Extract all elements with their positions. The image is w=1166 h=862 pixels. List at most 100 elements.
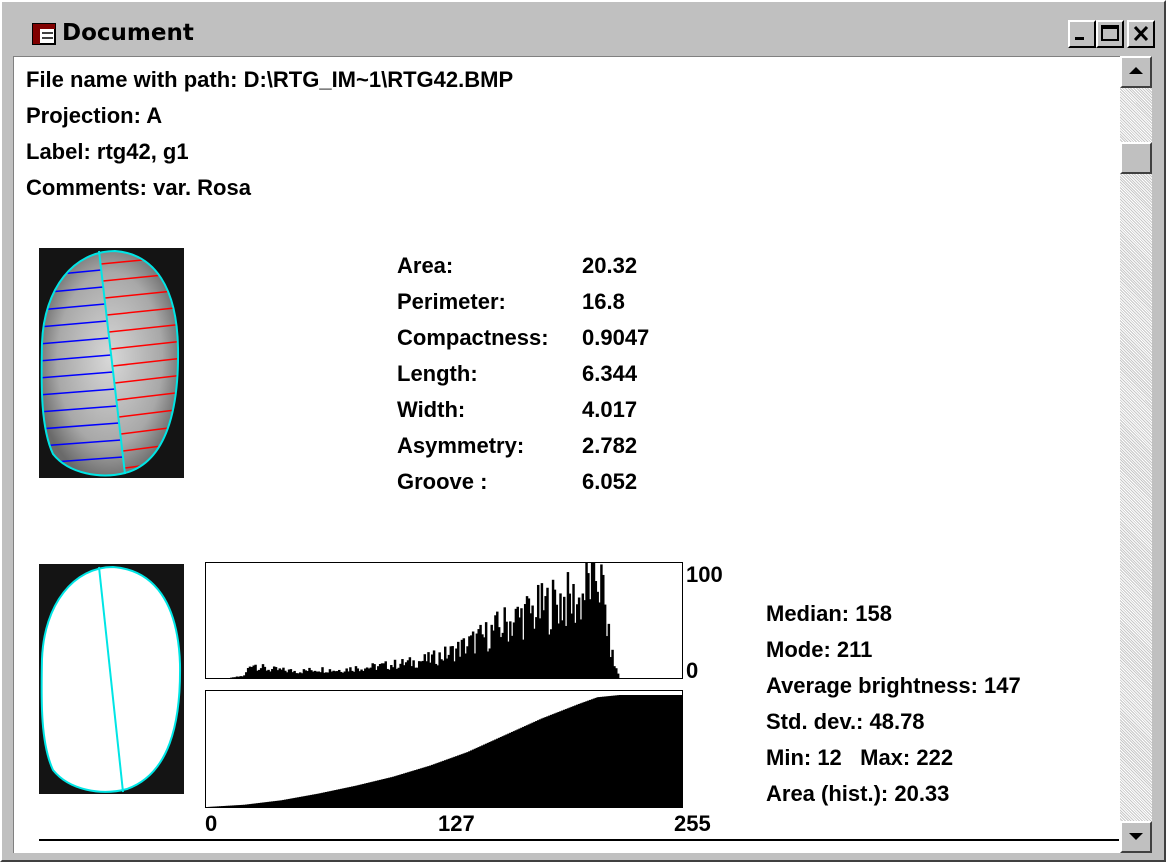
cumulative-bar [269, 801, 272, 807]
vertical-scrollbar[interactable] [1120, 56, 1152, 853]
histogram-bar [444, 646, 447, 678]
scroll-thumb[interactable] [1120, 142, 1152, 174]
cumulative-bar [256, 803, 259, 807]
cumulative-bar [505, 734, 508, 807]
cumulative-bar [362, 783, 365, 807]
cumulative-bar [429, 765, 432, 807]
cumulative-bar [332, 790, 335, 807]
cumulative-bar [667, 695, 670, 807]
cumulative-bar [258, 802, 261, 807]
histogram-bar [536, 584, 540, 678]
scroll-down-button[interactable] [1120, 821, 1152, 853]
cumulative-bar [427, 766, 430, 807]
histogram-bar [319, 672, 322, 678]
histogram-bar [237, 676, 241, 678]
histogram-bar [263, 666, 267, 678]
histogram-bar [555, 604, 559, 678]
histogram-bar [438, 652, 441, 678]
cumulative-bar [468, 751, 471, 807]
cumulative-bar [455, 756, 458, 807]
histogram-bar [267, 669, 270, 678]
histogram-bar [572, 583, 575, 678]
histogram-bar [276, 670, 280, 678]
cumulative-bar [616, 695, 620, 807]
cumulative-bar [412, 770, 415, 807]
histogram-bar [390, 665, 393, 678]
histogram-bar [546, 587, 549, 678]
histogram-bar [576, 604, 579, 678]
histogram-bar [306, 671, 309, 678]
cumulative-bar [356, 785, 360, 807]
cumulative-bar [375, 780, 378, 807]
cumulative-bar [544, 717, 547, 807]
histogram-bar [486, 651, 490, 678]
cumulative-bar [241, 804, 244, 807]
histogram-bar [499, 637, 503, 678]
cumulative-bar [217, 806, 220, 807]
histogram-bar [497, 627, 501, 678]
histogram-bar [365, 667, 369, 678]
histogram-bar [308, 667, 311, 678]
histogram-bar [328, 669, 332, 678]
cumulative-bar [672, 695, 676, 807]
cumulative-bar [646, 695, 650, 807]
hist-x-label-0: 0 [205, 811, 218, 836]
measurement-label: Area: [397, 253, 454, 278]
bottom-separator [39, 839, 1119, 841]
close-button[interactable] [1127, 20, 1155, 48]
histogram-bar [434, 663, 438, 678]
arrow-down-icon [1129, 833, 1143, 840]
cumulative-bar [650, 695, 653, 807]
cumulative-bar [587, 700, 590, 807]
cumulative-bar [499, 737, 503, 807]
cumulative-bar [336, 789, 339, 807]
cumulative-bar [232, 805, 235, 807]
cumulative-bar [239, 804, 242, 807]
cumulative-bar [278, 800, 281, 807]
histogram-bar [544, 596, 547, 678]
cumulative-bar [535, 721, 538, 807]
cumulative-bar [338, 789, 341, 807]
cumulative-bar [613, 695, 616, 807]
histogram-bar [566, 572, 570, 678]
cumulative-bar [334, 790, 337, 807]
histogram-bar [436, 665, 440, 678]
histogram-bar [559, 593, 562, 678]
histogram-bar [380, 663, 384, 678]
cumulative-bar [479, 746, 482, 807]
cumulative-bar [384, 778, 387, 807]
cumulative-bar [665, 695, 668, 807]
maximize-button[interactable] [1096, 20, 1124, 48]
cumulative-bar [274, 800, 278, 807]
histogram-bar [607, 623, 611, 678]
histogram-bar [336, 671, 339, 678]
title-bar[interactable]: Document [6, 6, 1160, 54]
histogram-bar [551, 579, 555, 678]
cumulative-bar [358, 784, 361, 807]
histogram-bar [603, 604, 607, 678]
histogram-bar [417, 661, 421, 678]
cumulative-bar [254, 803, 257, 807]
cumulative-bar [583, 701, 586, 807]
cumulative-histogram [205, 690, 683, 808]
histogram-bar [256, 670, 259, 678]
histogram-bar [592, 563, 596, 678]
cumulative-bar [391, 776, 395, 807]
cumulative-bar [397, 775, 400, 807]
scroll-up-button[interactable] [1120, 56, 1152, 88]
cumulative-bar [536, 720, 540, 807]
arrow-up-icon [1129, 67, 1143, 74]
histogram-bar [356, 668, 360, 678]
cumulative-bar [458, 754, 462, 807]
kernel-xray-image [39, 248, 184, 478]
cumulative-bar [345, 787, 348, 807]
cumulative-bar [566, 708, 570, 807]
cumulative-bar [548, 715, 551, 807]
minimize-button[interactable] [1068, 20, 1096, 48]
histogram-bar [248, 666, 252, 678]
kernel-mask-image [39, 564, 184, 794]
cumulative-bar [557, 711, 560, 807]
histogram-bar [300, 673, 304, 678]
cumulative-bar [259, 802, 263, 807]
hist-y-min-label: 0 [686, 658, 699, 683]
